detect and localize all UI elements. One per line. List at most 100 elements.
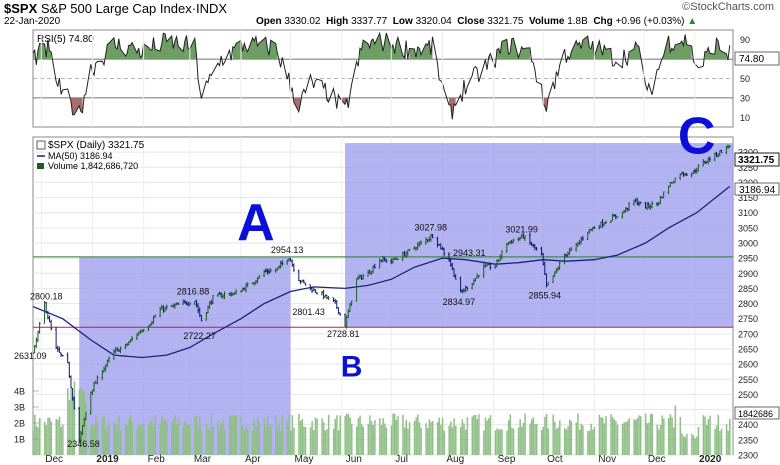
volume-bar [565, 429, 568, 455]
volume-bar [568, 419, 571, 455]
volume-bar [149, 421, 152, 455]
volume-bar [659, 424, 662, 455]
volume-bar [474, 414, 477, 455]
volume-bar [194, 417, 196, 455]
volume-bar [466, 417, 469, 455]
volume-bar [55, 418, 58, 455]
x-tick-label: 2019 [96, 454, 119, 465]
volume-bar [554, 422, 556, 455]
symbol: $SPX [4, 1, 38, 16]
price-tick-label: 3250 [738, 163, 758, 173]
x-tick-label: Apr [245, 454, 261, 465]
volume-bar [280, 430, 282, 455]
volume-bar [162, 419, 165, 455]
price-annotation: 2943.31 [453, 248, 486, 258]
x-axis-labels: Dec 2019 Feb Mar Apr May Jun Jul Aug Sep Oct Nov Dec… [45, 454, 721, 465]
price-annotation: 2631.09 [14, 351, 47, 361]
last-price-box [734, 152, 780, 167]
volume-bar [374, 420, 376, 455]
volume-bar [286, 419, 289, 455]
volume-bar [473, 414, 475, 455]
volume-bar [151, 420, 153, 455]
volume-bar [671, 417, 673, 455]
volume-bar [131, 421, 133, 455]
price-bars [33, 144, 731, 443]
volume-bar [119, 430, 122, 455]
volume-bar [205, 423, 208, 455]
volume-tick-label: 2B [14, 419, 25, 429]
volume-bar [33, 430, 34, 455]
volume-bar [258, 422, 261, 455]
volume-bar [278, 422, 280, 455]
volume-bar [35, 425, 38, 455]
volume-bar [161, 415, 163, 455]
volume-bar [451, 427, 454, 455]
volume-bar [436, 422, 439, 455]
volume-bar [270, 424, 272, 455]
volume-bar [384, 423, 386, 455]
volume-bar [256, 417, 259, 455]
volume-bar [299, 421, 302, 455]
volume-bar [616, 424, 619, 455]
volume-bar [725, 424, 728, 455]
volume-bar [598, 414, 601, 455]
price-annotation: 2800.18 [30, 292, 63, 302]
volume-bar [218, 428, 221, 455]
volume-bar [669, 414, 672, 455]
volume-bar [582, 425, 584, 455]
volume-bar [639, 416, 642, 455]
volume-bar [464, 429, 467, 455]
rsi-tick-label: 50 [740, 74, 750, 84]
volume-tick-label: 3B [14, 403, 25, 413]
volume-bar [255, 426, 257, 455]
volume-bar [646, 423, 649, 455]
volume-bar [62, 424, 64, 455]
price-tick-label: 2950 [738, 254, 758, 264]
volume-bar [694, 438, 696, 455]
volume-bar [293, 427, 295, 455]
volume-bar [116, 427, 119, 455]
volume-bar [483, 430, 485, 455]
volume-bar [621, 423, 624, 455]
volume-bar [276, 428, 279, 455]
volume-bar [707, 418, 710, 455]
volume-bar [426, 428, 429, 455]
volume-bar [291, 415, 294, 455]
volume-bar [557, 427, 559, 455]
price-annotation: 2728.81 [327, 329, 360, 339]
x-tick-label: Dec [45, 454, 63, 465]
price-annotation: 2722.27 [183, 331, 216, 341]
volume-bar [420, 427, 422, 455]
volume-bar [265, 426, 267, 455]
volume-bar [242, 426, 244, 455]
volume-bar [661, 415, 663, 455]
volume-bar [402, 414, 404, 455]
volume-bar [289, 430, 292, 455]
volume-bar [326, 429, 328, 455]
volume-bar [339, 415, 341, 455]
rsi-fill [105, 33, 197, 60]
rsi-fill [543, 97, 549, 112]
volume-bar [103, 415, 105, 455]
volume-bar [303, 426, 305, 455]
volume-bar [351, 423, 353, 455]
volume-bar [159, 422, 162, 455]
volume-bar [418, 422, 421, 455]
volume-bar [187, 425, 190, 455]
volume-bar [220, 422, 223, 455]
price-tick-label: 2350 [738, 435, 758, 445]
rsi-current-box [734, 51, 780, 66]
price-tick-label: 3150 [738, 193, 758, 203]
volume-bar [70, 388, 72, 455]
high-value: 3337.77 [351, 16, 388, 27]
volume-bar [634, 419, 637, 455]
volume-bar [681, 433, 683, 455]
volume-bar [438, 417, 441, 455]
volume-bar [360, 423, 363, 455]
volume-bar [91, 423, 94, 455]
volume-bar [570, 421, 573, 455]
price-annotation: 2954.13 [271, 245, 304, 255]
volume-bar [417, 414, 419, 455]
x-tick-label: Nov [598, 454, 616, 465]
